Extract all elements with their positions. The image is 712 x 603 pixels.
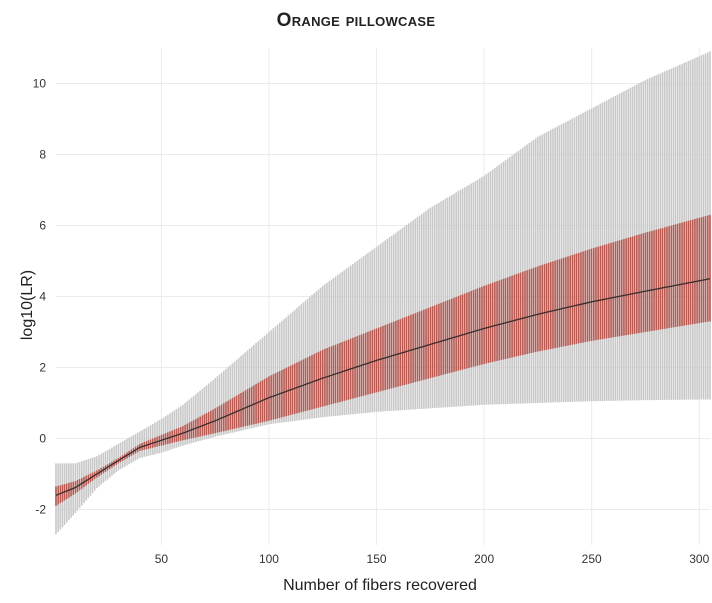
median-line-layer	[55, 278, 711, 496]
y-axis-label: log10(LR)	[19, 270, 36, 340]
x-tick-label: 50	[155, 552, 169, 566]
x-tick-label: 200	[474, 552, 494, 566]
y-tick-label: -2	[35, 503, 46, 517]
x-tick-label: 100	[259, 552, 279, 566]
x-tick-label: 150	[367, 552, 387, 566]
y-tick-label: 10	[33, 77, 47, 91]
chart-title: Orange pillowcase	[276, 10, 436, 31]
outer-interval-bars	[55, 51, 711, 535]
y-tick-label: 2	[39, 361, 46, 375]
y-tick-label: 4	[39, 290, 46, 304]
x-tick-label: 250	[582, 552, 602, 566]
x-tick-label: 300	[689, 552, 709, 566]
x-axis-label: Number of fibers recovered	[283, 577, 477, 594]
y-tick-label: 0	[39, 432, 46, 446]
y-tick-label: 6	[39, 219, 46, 233]
y-tick-label: 8	[39, 148, 46, 162]
median-line	[55, 278, 711, 496]
tick-labels: -2 0 2 4 6 8 10 50 100 150 200 250 300	[33, 77, 710, 567]
